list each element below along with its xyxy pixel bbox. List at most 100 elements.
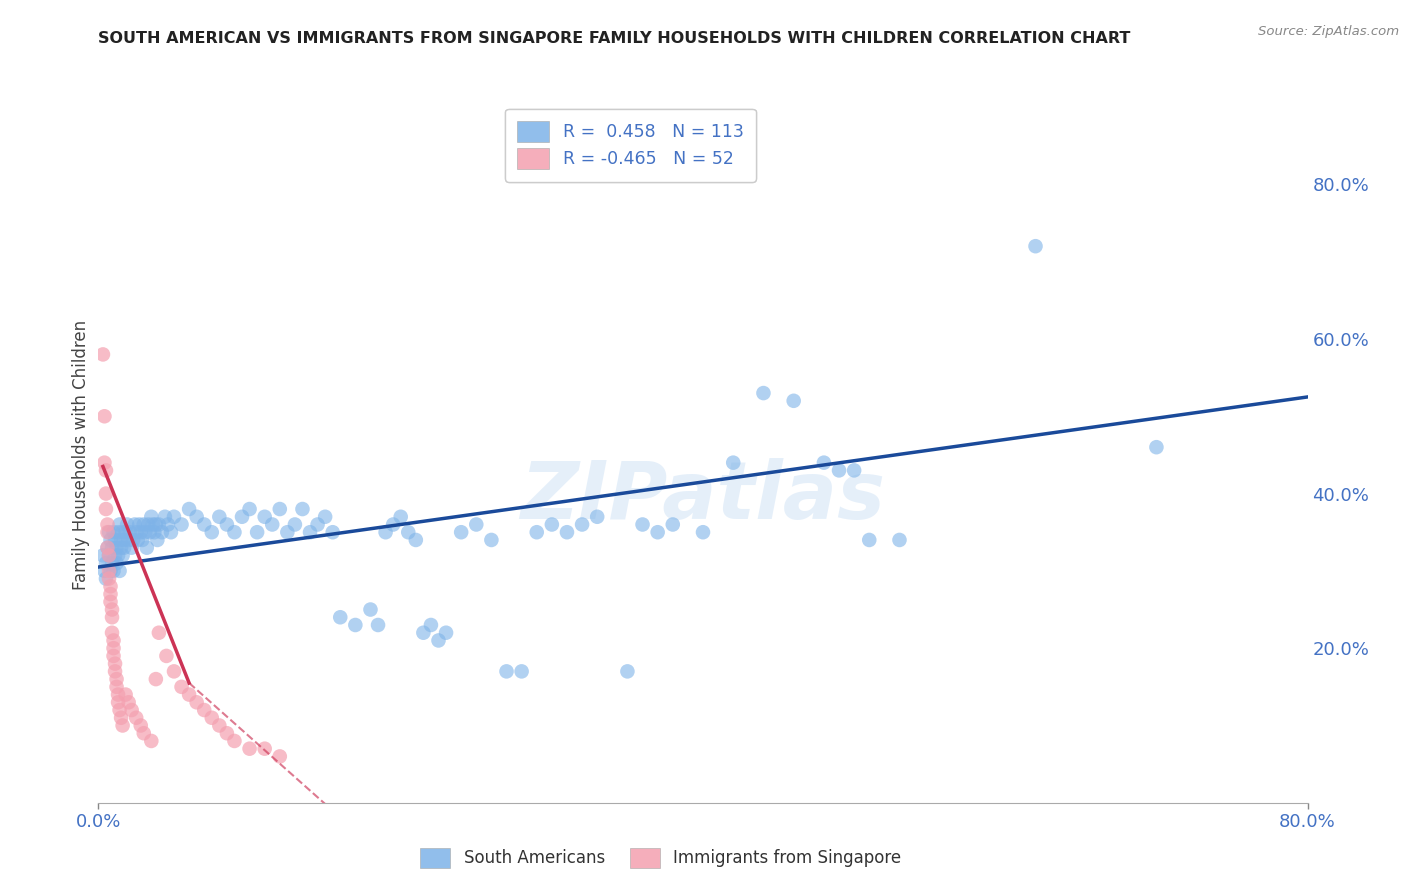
Point [163,665,186,679]
Point [108,517,131,532]
Point [101,556,124,570]
Point [215,517,238,532]
Point [186,509,208,524]
Point [100,533,122,547]
Point [208,718,231,732]
Point [142,517,165,532]
Point [125,711,148,725]
Point [231,509,253,524]
Point [96,525,118,540]
Point [647,525,669,540]
Point [135,541,157,555]
Point [374,525,396,540]
Point [246,525,269,540]
Point [495,665,517,679]
Point [148,625,170,640]
Point [103,564,125,578]
Point [526,525,548,540]
Point [179,502,201,516]
Point [412,625,434,640]
Point [121,703,143,717]
Point [201,711,224,725]
Point [93,409,115,424]
Point [98,572,121,586]
Point [1144,440,1167,454]
Point [110,533,132,547]
Point [450,525,472,540]
Point [284,517,307,532]
Point [118,695,141,709]
Point [103,633,125,648]
Point [96,517,118,532]
Point [104,533,127,547]
Point [118,533,141,547]
Point [112,533,135,547]
Point [201,525,224,540]
Point [434,625,457,640]
Point [110,711,132,725]
Point [662,517,685,532]
Point [322,525,344,540]
Point [105,556,128,570]
Point [170,517,193,532]
Point [108,703,131,717]
Point [367,618,389,632]
Point [156,517,179,532]
Point [160,525,183,540]
Point [94,556,117,570]
Point [101,625,124,640]
Text: SOUTH AMERICAN VS IMMIGRANTS FROM SINGAPORE FAMILY HOUSEHOLDS WITH CHILDREN CORR: SOUTH AMERICAN VS IMMIGRANTS FROM SINGAP… [98,31,1130,46]
Point [224,525,246,540]
Point [100,587,122,601]
Point [101,541,124,555]
Point [120,525,142,540]
Point [111,549,134,563]
Point [93,456,115,470]
Point [382,517,405,532]
Point [344,618,367,632]
Point [129,718,152,732]
Point [586,509,609,524]
Point [813,456,835,470]
Point [571,517,593,532]
Point [132,726,155,740]
Point [105,680,128,694]
Point [105,672,128,686]
Point [179,688,201,702]
Point [107,688,129,702]
Point [752,386,775,401]
Legend: R =  0.458   N = 113, R = -0.465   N = 52: R = 0.458 N = 113, R = -0.465 N = 52 [505,109,755,181]
Point [100,595,122,609]
Point [132,517,155,532]
Point [858,533,880,547]
Point [141,509,163,524]
Point [239,502,262,516]
Point [136,517,159,532]
Point [153,509,176,524]
Point [100,579,122,593]
Point [111,718,134,732]
Point [125,525,148,540]
Point [96,541,118,555]
Point [127,533,149,547]
Point [145,672,167,686]
Point [104,665,127,679]
Point [481,533,503,547]
Point [396,525,419,540]
Point [239,741,262,756]
Y-axis label: Family Households with Children: Family Households with Children [72,320,90,590]
Point [150,525,173,540]
Point [163,509,186,524]
Point [631,517,654,532]
Point [98,549,121,563]
Point [115,517,138,532]
Point [110,541,132,555]
Point [103,525,125,540]
Point [1024,239,1046,253]
Point [828,463,851,477]
Point [360,602,382,616]
Point [107,549,129,563]
Point [143,525,166,540]
Point [139,525,162,540]
Point [114,525,136,540]
